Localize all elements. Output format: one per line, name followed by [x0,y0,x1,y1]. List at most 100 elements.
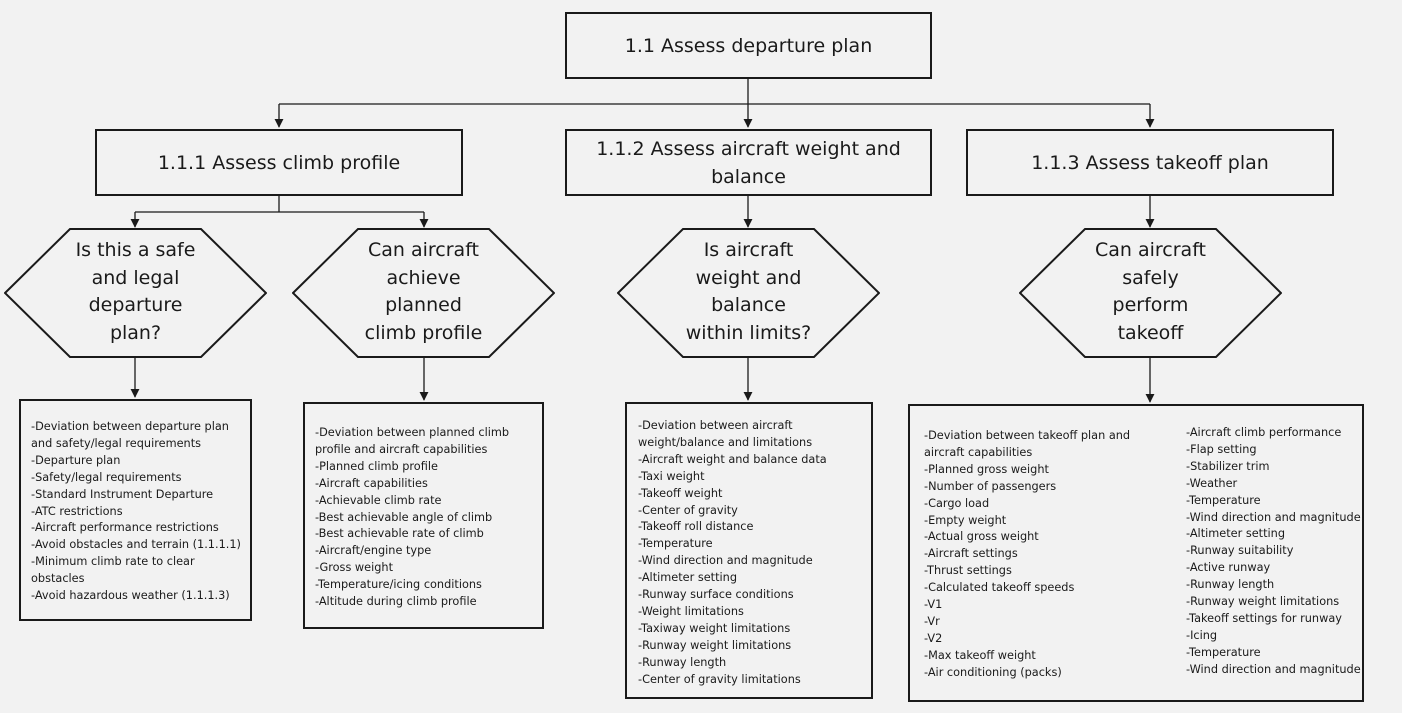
list-item: -Runway weight limitations [1186,595,1340,609]
hexagon-shape [617,228,880,358]
decision-node-1a-question: Is this a safe and legal departure plan? [4,228,267,358]
list-item: -Aircraft settings [924,547,1018,561]
list-item: -V2 [924,631,943,645]
list-item: -Avoid hazardous weather (1.1.1.3) [31,589,230,603]
detail-list-column-1: -Deviation between takeoff plan and airc… [924,428,1164,682]
list-item: -Thrust settings [924,564,1012,578]
list-item: -Stabilizer trim [1186,459,1270,473]
detail-box-3: -Deviation between takeoff plan and airc… [908,404,1364,702]
detail-box-2: -Deviation between aircraft weight/balan… [625,402,873,699]
list-item: -Deviation between takeoff plan and airc… [924,429,1131,459]
list-item: -Altimeter setting [1186,527,1285,541]
hexagon-shape [4,228,267,358]
detail-list: -Deviation between planned climb profile… [315,425,536,611]
detail-list: -Deviation between departure plan and sa… [31,419,244,605]
list-item: -Aircraft/engine type [315,544,432,558]
list-item: -Achievable climb rate [315,493,442,507]
list-item: -Safety/legal requirements [31,470,182,484]
branch-node-2-title: 1.1.2 Assess aircraft weight and balance [596,137,901,188]
question-line: and legal [91,266,180,289]
branch-node-3-title: 1.1.3 Assess takeoff plan [1031,151,1269,174]
list-item: -ATC restrictions [31,504,123,518]
decision-node-1a: Is this a safe and legal departure plan? [4,228,267,358]
list-item: -Aircraft climb performance [1186,426,1342,439]
list-item: -Runway length [1186,578,1275,592]
list-item: -V1 [924,598,943,612]
list-item: -Weight limitations [638,604,744,618]
list-item: -Aircraft weight and balance data [638,452,827,466]
list-item: -Deviation between departure plan and sa… [31,420,229,450]
question-line: plan? [109,321,162,344]
list-item: -Deviation between planned climb profile… [315,426,510,456]
question-line: perform [1112,294,1189,316]
list-item: -Icing [1186,628,1218,642]
list-item: -Wind direction and magnitude [638,554,813,568]
list-item: -Active runway [1186,561,1271,575]
branch-node-2: 1.1.2 Assess aircraft weight and balance [565,129,932,196]
question-line: weight and [695,266,802,289]
branch-node-1: 1.1.1 Assess climb profile [95,129,463,196]
decision-node-2-question: Is aircraft weight and balance within li… [617,228,880,358]
list-item: -Runway weight limitations [638,638,792,652]
question-line: takeoff [1117,321,1184,344]
root-node: 1.1 Assess departure plan [565,12,932,79]
list-item: -Gross weight [315,561,394,575]
detail-box-1b: -Deviation between planned climb profile… [303,402,544,629]
list-item: -Calculated takeoff speeds [924,581,1075,595]
list-item: -Aircraft performance restrictions [31,521,219,535]
list-item: -Temperature [1186,493,1261,507]
detail-box-1a: -Deviation between departure plan and sa… [19,399,252,621]
hexagon-shape [292,228,555,358]
list-item: -Runway suitability [1186,544,1294,558]
list-item: -Temperature/icing conditions [315,578,482,592]
decision-node-1b-question: Can aircraft achieve planned climb profi… [292,228,555,358]
list-item: -Number of passengers [924,479,1057,493]
list-item: -Takeoff roll distance [638,520,754,534]
list-item: -Takeoff settings for runway [1186,611,1342,625]
list-item: -Center of gravity limitations [638,672,801,686]
detail-list: -Deviation between aircraft weight/balan… [638,418,865,689]
decision-node-1b: Can aircraft achieve planned climb profi… [292,228,555,358]
list-item: -Taxiway weight limitations [638,621,791,635]
list-item: -Best achievable angle of climb [315,510,493,524]
list-item: -Altimeter setting [638,571,737,585]
decision-node-2: Is aircraft weight and balance within li… [617,228,880,358]
list-item: -Aircraft capabilities [315,476,428,490]
question-line: Is this a safe [75,239,196,261]
list-item: -Planned climb profile [315,459,438,473]
question-line: within limits? [685,321,812,344]
list-item: -Deviation between aircraft weight/balan… [638,419,813,449]
list-item: -Wind direction and magnitude [1186,662,1361,676]
question-line: safely [1122,266,1179,289]
list-item: -Actual gross weight [924,530,1039,544]
list-item: -Minimum climb rate to clear obstacles [31,555,195,586]
question-line: Is aircraft [703,239,794,261]
question-line: achieve [386,266,461,289]
list-item: -Altitude during climb profile [315,595,477,609]
decision-node-3-question: Can aircraft safely perform takeoff [1019,228,1282,358]
list-item: -Taxi weight [638,469,705,483]
list-item: -Departure plan [31,453,121,467]
detail-list-column-2: -Aircraft climb performance -Flap settin… [1186,425,1362,679]
question-line: climb profile [364,321,483,344]
list-item: -Wind direction and magnitude [1186,510,1361,524]
list-item: -Flap setting [1186,442,1257,456]
list-item: -Empty weight [924,513,1007,527]
question-line: Can aircraft [367,239,479,261]
decision-node-3: Can aircraft safely perform takeoff [1019,228,1282,358]
branch-node-3: 1.1.3 Assess takeoff plan [966,129,1334,196]
list-item: -Takeoff weight [638,486,723,500]
list-item: -Cargo load [924,496,990,510]
list-item: -Runway length [638,655,727,669]
question-line: planned [385,294,462,316]
list-item: -Temperature [638,537,713,551]
question-line: balance [711,294,786,316]
list-item: -Planned gross weight [924,462,1049,476]
list-item: -Temperature [1186,645,1261,659]
list-item: -Runway surface conditions [638,588,794,602]
question-line: departure [88,294,183,316]
hexagon-shape [1019,228,1282,358]
list-item: -Standard Instrument Departure [31,487,214,501]
